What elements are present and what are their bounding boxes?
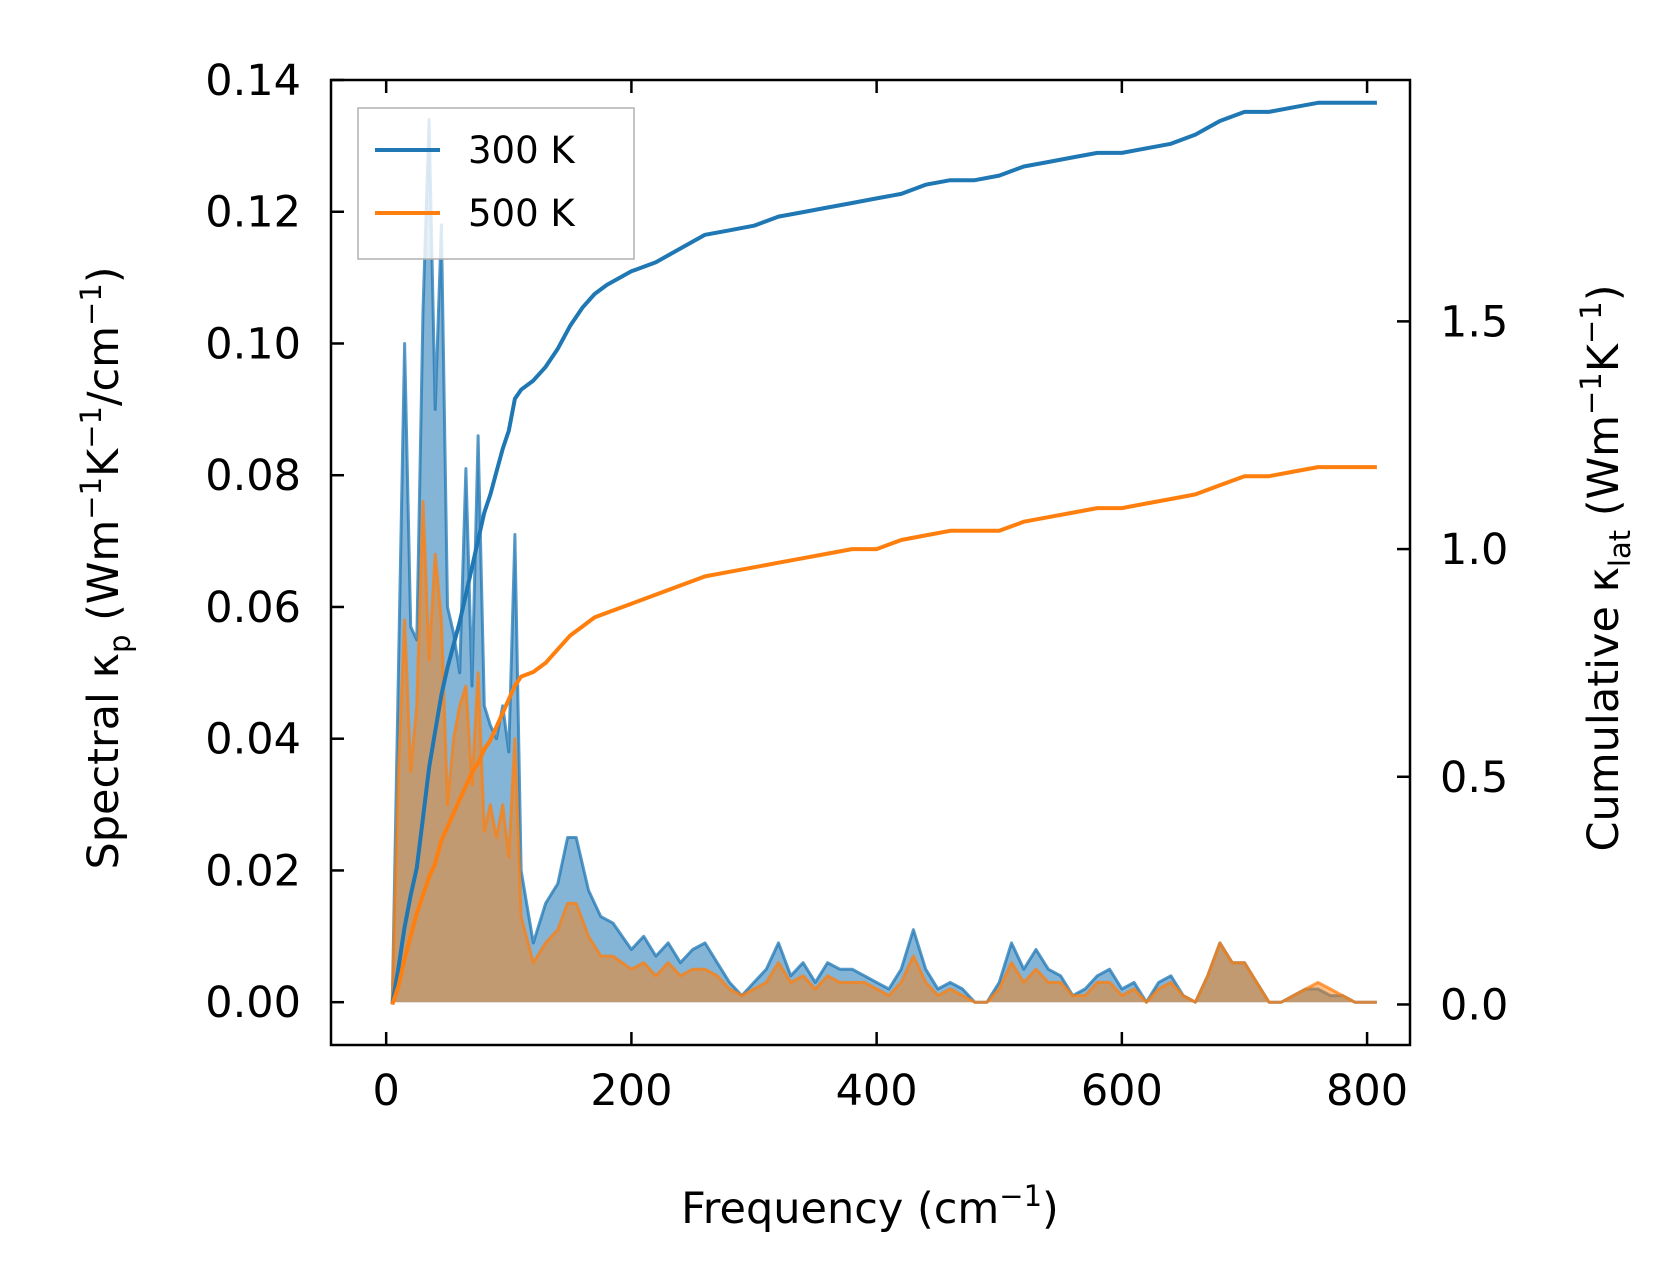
y-left-tick-label: 0.00 bbox=[205, 978, 301, 1028]
cumulative-series-group bbox=[390, 100, 1377, 1006]
y-left-tick-label: 0.02 bbox=[205, 846, 301, 896]
y-right-tick-label: 0.0 bbox=[1440, 980, 1508, 1030]
spectral-series-group bbox=[390, 118, 1377, 1004]
x-axis-label: Frequency (cm−1) bbox=[681, 1179, 1059, 1234]
x-tick-label: 200 bbox=[590, 1066, 672, 1116]
x-tick-label: 400 bbox=[836, 1066, 918, 1116]
axes-group: 0 200 400 600 800 0.00 0.02 0.04 0.06 0.08 0.10 0.1… bbox=[205, 56, 1508, 1116]
x-tick-label: 600 bbox=[1081, 1066, 1163, 1116]
x-tick-label: 0 bbox=[372, 1066, 399, 1116]
y-left-tick-label: 0.12 bbox=[205, 188, 301, 238]
y-left-tick-label: 0.10 bbox=[205, 319, 301, 369]
legend-label-300k: 300 K bbox=[468, 129, 576, 172]
spectral-500k-line bbox=[390, 500, 1377, 1004]
y-right-tick-label: 1.5 bbox=[1440, 297, 1508, 347]
legend: 300 K 500 K bbox=[357, 107, 635, 260]
cumulative-300k-line bbox=[390, 100, 1377, 1005]
y-left-tick-label: 0.08 bbox=[205, 451, 301, 501]
spectral-500k-area bbox=[392, 501, 1377, 1003]
x-tick-label: 800 bbox=[1326, 1066, 1408, 1116]
y-right-tick-label: 1.0 bbox=[1440, 525, 1508, 575]
legend-frame bbox=[357, 107, 635, 260]
y-left-tick-label: 0.06 bbox=[205, 583, 301, 633]
cumulative-500k-line bbox=[390, 465, 1377, 1006]
y-right-tick-label: 0.5 bbox=[1440, 753, 1508, 803]
y-axis-left-label: Spectral κp (Wm−1K−1/cm−1) bbox=[74, 266, 137, 869]
y-axis-right-label: Cumulative κlat (Wm−1K−1) bbox=[1574, 285, 1637, 852]
y-left-tick-label: 0.14 bbox=[205, 56, 301, 106]
y-left-tick-label: 0.04 bbox=[205, 715, 301, 765]
plot-frame bbox=[329, 78, 1412, 1047]
legend-label-500k: 500 K bbox=[468, 192, 576, 235]
